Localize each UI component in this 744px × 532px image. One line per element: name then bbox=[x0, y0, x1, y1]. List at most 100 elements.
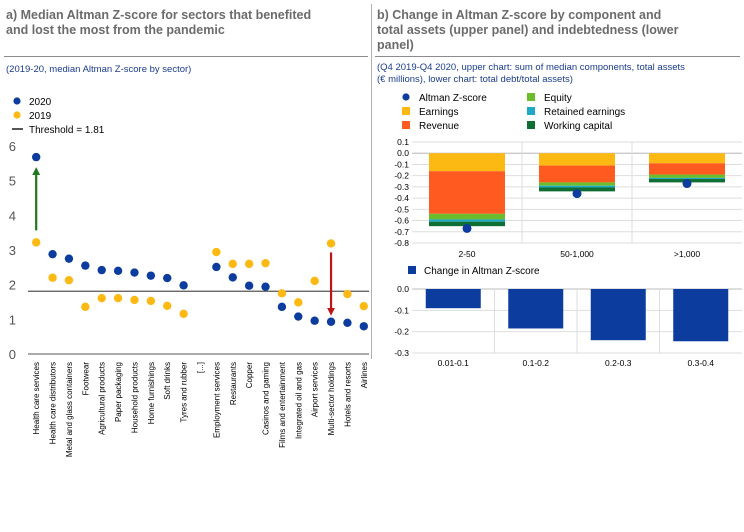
legend-2020-label: 2020 bbox=[29, 97, 52, 108]
point-2019 bbox=[228, 259, 237, 269]
x-category-label: Hotels and resorts bbox=[343, 362, 352, 427]
legend-2019-marker bbox=[13, 111, 21, 119]
stacked-bar-segment bbox=[429, 171, 505, 214]
point-2020 bbox=[228, 273, 237, 282]
stacked-bar-segment bbox=[649, 163, 725, 175]
x-category-label: Casinos and gaming bbox=[262, 362, 271, 435]
point-2020 bbox=[294, 312, 303, 321]
panel-a-title-line1: a) Median Altman Z-score for sectors tha… bbox=[6, 8, 312, 22]
point-2019 bbox=[97, 293, 106, 303]
x-category-label: 50-1,000 bbox=[560, 249, 594, 259]
point-2020 bbox=[48, 249, 57, 259]
y-tick-label: -0.3 bbox=[394, 348, 409, 358]
x-category-label: 0.1-0.2 bbox=[523, 358, 550, 368]
point-2019 bbox=[343, 289, 352, 299]
y-tick-label: 4 bbox=[9, 208, 16, 223]
y-tick-label: -0.7 bbox=[394, 227, 409, 237]
point-2020 bbox=[244, 281, 254, 290]
legend-swatch bbox=[527, 107, 535, 115]
point-2019 bbox=[326, 239, 336, 248]
point-2020 bbox=[212, 262, 221, 272]
point-2020 bbox=[31, 152, 41, 162]
legend-swatch bbox=[527, 121, 535, 129]
legend-swatch bbox=[402, 121, 410, 129]
y-tick-label: 0.0 bbox=[397, 148, 409, 158]
x-category-label: Health care services bbox=[32, 362, 41, 434]
panel-a-subtitle: (2019-20, median Altman Z-score by secto… bbox=[6, 64, 192, 75]
chart-a-legend: 2020 2019 Threshold = 1.81 bbox=[12, 97, 105, 136]
point-2020 bbox=[326, 317, 336, 326]
x-category-label: Household products bbox=[130, 362, 139, 433]
point-2019 bbox=[212, 247, 221, 257]
altman-z-point bbox=[572, 189, 582, 199]
x-category-label: Paper packaging bbox=[114, 362, 123, 422]
x-category-label: 0.3-0.4 bbox=[688, 358, 715, 368]
stacked-bar-segment bbox=[539, 182, 615, 186]
stacked-bar-segment bbox=[429, 219, 505, 222]
altman-z-point bbox=[462, 223, 472, 233]
stacked-bar-segment bbox=[429, 153, 505, 172]
panel-a-title-line2: and lost the most from the pandemic bbox=[6, 23, 225, 37]
legend-swatch bbox=[527, 93, 535, 101]
point-2020 bbox=[146, 271, 156, 280]
point-2019 bbox=[261, 258, 270, 268]
point-2019 bbox=[294, 298, 303, 307]
x-category-label: Airport services bbox=[311, 362, 320, 417]
legend-2019-label: 2019 bbox=[29, 111, 52, 122]
x-category-label: 0.01-0.1 bbox=[438, 358, 469, 368]
y-tick-label: 0 bbox=[9, 347, 16, 362]
panel-b-title: b) Change in Altman Z-score by component… bbox=[377, 8, 739, 53]
point-2019 bbox=[163, 301, 172, 311]
point-2020 bbox=[130, 268, 139, 277]
point-2019 bbox=[48, 273, 57, 282]
x-category-label: >1,000 bbox=[674, 249, 701, 259]
panel-b-title-divider bbox=[375, 56, 740, 57]
x-category-label: Copper bbox=[245, 362, 254, 389]
panel-b-title-line1: b) Change in Altman Z-score by component… bbox=[377, 8, 662, 22]
y-tick-label: -0.2 bbox=[394, 171, 409, 181]
legend-label: Retained earnings bbox=[544, 107, 625, 118]
legend-label: Altman Z-score bbox=[419, 93, 487, 104]
legend-label: Revenue bbox=[419, 121, 459, 132]
stacked-bar-segment bbox=[649, 153, 725, 164]
point-2020 bbox=[359, 322, 369, 331]
x-category-label: Metal and glass containers bbox=[65, 362, 74, 457]
x-category-label: Footwear bbox=[81, 362, 90, 396]
y-tick-label: -0.3 bbox=[394, 182, 409, 192]
stacked-bar-segment bbox=[429, 213, 505, 220]
panel-b-title-line2: total assets (upper panel) and indebtedn… bbox=[377, 23, 679, 37]
legend-altman-marker bbox=[402, 93, 410, 101]
point-2020 bbox=[179, 281, 188, 290]
chart-a-scatter: 2020 2019 Threshold = 1.81 0 1 2 3 4 5 6 Health ca… bbox=[9, 97, 369, 457]
point-2020 bbox=[277, 302, 287, 312]
x-category-label: 0.2-0.3 bbox=[605, 358, 632, 368]
x-category-label: Tyres and rubber bbox=[180, 362, 189, 423]
panel-b-title-line3: panel) bbox=[377, 38, 414, 52]
point-2019 bbox=[310, 276, 319, 286]
y-tick-label: 1 bbox=[9, 312, 16, 327]
legend-label: Equity bbox=[544, 93, 572, 104]
x-category-label: Multi-sector holdings bbox=[327, 362, 336, 435]
point-2020 bbox=[113, 266, 123, 275]
y-tick-label: -0.5 bbox=[394, 204, 409, 214]
point-2020 bbox=[97, 265, 106, 275]
legend-swatch bbox=[402, 107, 410, 115]
point-2020 bbox=[261, 282, 270, 291]
panel-b-subtitle-line2: (€ millions), lower chart: total debt/to… bbox=[377, 74, 573, 85]
legend-2020-marker bbox=[13, 97, 21, 105]
y-tick-label: -0.6 bbox=[394, 216, 409, 226]
point-2020 bbox=[64, 254, 74, 263]
x-category-label: Agricultural products bbox=[98, 362, 107, 435]
y-tick-label: 2 bbox=[9, 278, 16, 293]
y-tick-label: -0.4 bbox=[394, 193, 409, 203]
x-category-label: [...] bbox=[196, 362, 205, 373]
point-2020 bbox=[310, 316, 319, 325]
x-category-label: Employment services bbox=[212, 362, 221, 438]
bar bbox=[673, 289, 729, 342]
legend-swatch bbox=[408, 266, 416, 274]
x-category-label: Integrated oil and gas bbox=[294, 362, 303, 439]
bar bbox=[590, 289, 646, 341]
y-tick-label: 0.0 bbox=[397, 284, 409, 294]
chart-c-bar: Change in Altman Z-score 0.0 -0.1 -0.2 -0.3 0… bbox=[394, 266, 742, 368]
panel-a-title: a) Median Altman Z-score for sectors tha… bbox=[6, 8, 366, 38]
